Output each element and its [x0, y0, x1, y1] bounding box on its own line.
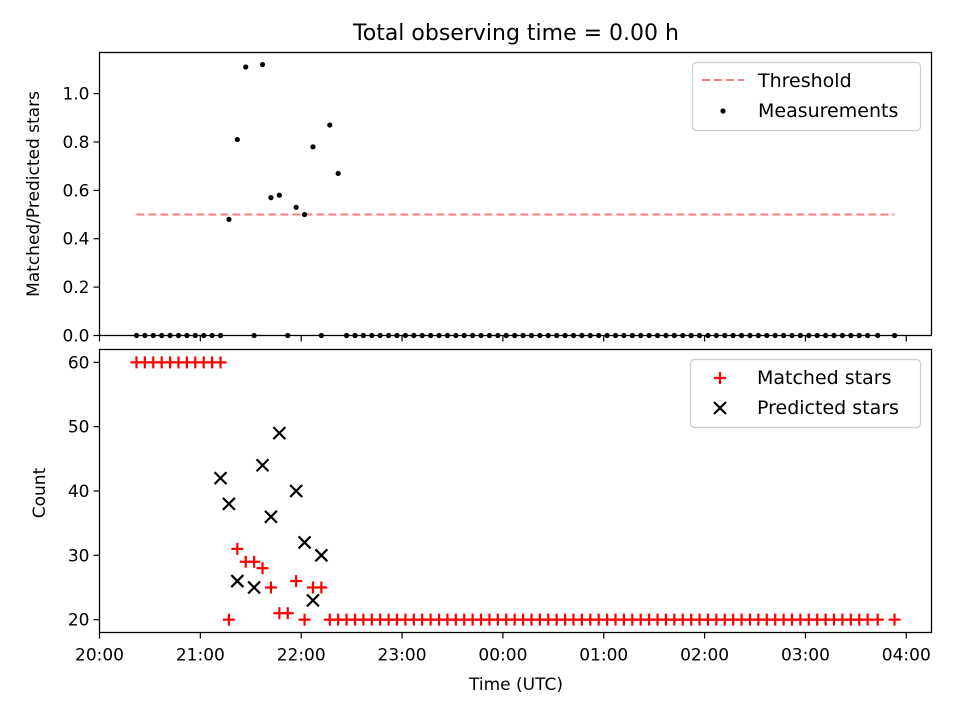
bottom-ytick-label-1: 30: [68, 546, 90, 566]
matched-star-point: [248, 555, 261, 568]
xtick-label-6: 02:00: [680, 646, 729, 666]
measurement-point: [268, 195, 274, 201]
top-ytick-label-3: 0.6: [62, 181, 89, 201]
predicted-star-point: [289, 484, 303, 498]
xtick-label-7: 03:00: [781, 646, 830, 666]
predicted-star-point: [306, 593, 320, 608]
legend-predicted-label: Predicted stars: [757, 397, 899, 419]
xtick-label-1: 21:00: [176, 646, 225, 666]
measurement-point: [327, 122, 333, 128]
matched-star-point: [264, 581, 277, 594]
legend-threshold-label: Threshold: [757, 70, 852, 92]
matched-star-point: [231, 542, 244, 555]
measurement-point: [310, 144, 316, 150]
legend-matched-swatch: [714, 372, 726, 384]
measurement-point: [335, 170, 341, 177]
measurement-point: [276, 192, 282, 198]
top-ytick-label-5: 1.0: [62, 85, 89, 105]
bottom-legend-frame: [689, 358, 922, 429]
measurement-point: [259, 61, 266, 68]
bottom-plot-marks: [130, 356, 901, 626]
bottom-panel: 20 30 40 50 60 20:00 21:00 22:00 23:00 00:00 01:00…: [30, 348, 933, 695]
top-ytick-label-4: 0.8: [62, 133, 89, 153]
predicted-star-point: [272, 426, 287, 440]
matched-star-point: [222, 613, 235, 626]
xtick-label-2: 22:00: [277, 646, 326, 666]
top-legend-frame: [691, 61, 922, 132]
bottom-legend: Matched stars Predicted stars: [689, 358, 922, 429]
measurement-point: [293, 204, 299, 210]
measurement-point: [226, 216, 232, 222]
top-ytick-label-1: 0.2: [62, 278, 89, 298]
matched-star-point: [281, 607, 294, 620]
top-axes-frame: [98, 51, 933, 337]
matched-star-point: [256, 562, 269, 575]
xtick-label-8: 04:00: [882, 646, 931, 666]
predicted-star-point: [255, 458, 270, 473]
bottom-ytick-label-4: 60: [68, 353, 90, 373]
matched-star-point: [315, 581, 328, 594]
predicted-star-point: [222, 497, 236, 511]
xtick-label-3: 23:00: [378, 646, 427, 666]
legend-predicted-swatch: [713, 401, 727, 415]
bottom-ytick-label-0: 20: [68, 611, 90, 631]
measurement-point: [234, 136, 240, 143]
top-ytick-label-0: 0.0: [62, 327, 89, 347]
top-panel: 0.0 0.2 0.4 0.6 0.8 1.0 Matched/Predicted sta…: [24, 51, 933, 347]
predicted-star-point: [230, 574, 245, 588]
bottom-axis-ticks: 20 30 40 50 60 20:00 21:00 22:00 23:00 00:00 01:00…: [68, 353, 931, 665]
bottom-ytick-label-3: 50: [68, 418, 90, 438]
matched-star-point: [298, 613, 311, 626]
bottom-ylabel: Count: [30, 467, 50, 518]
xtick-label-5: 01:00: [579, 646, 628, 666]
matched-star-point: [214, 356, 227, 369]
legend-measurements-swatch: [720, 108, 726, 114]
xlabel: Time (UTC): [468, 675, 563, 695]
top-ylabel: Matched/Predicted stars: [24, 91, 44, 297]
top-ytick-label-2: 0.4: [62, 230, 89, 250]
xtick-label-0: 20:00: [75, 646, 124, 666]
predicted-star-point: [213, 471, 228, 485]
matched-star-point: [861, 613, 874, 626]
predicted-star-point: [264, 509, 278, 524]
top-legend: Threshold Measurements: [691, 61, 922, 132]
matched-star-point: [290, 575, 303, 588]
figure-title: Total observing time = 0.00 h: [352, 21, 679, 46]
matched-star-point: [888, 613, 901, 626]
xtick-label-4: 00:00: [478, 646, 527, 666]
top-axis-ticks: 0.0 0.2 0.4 0.6 0.8 1.0: [62, 85, 907, 347]
matched-star-point: [871, 613, 884, 626]
predicted-star-point: [247, 580, 261, 595]
bottom-ytick-label-2: 40: [68, 482, 90, 502]
predicted-star-point: [297, 535, 312, 550]
legend-matched-label: Matched stars: [757, 367, 891, 389]
predicted-star-point: [314, 548, 329, 563]
measurement-point: [243, 64, 249, 70]
legend-measurements-label: Measurements: [758, 100, 898, 122]
measurement-point: [301, 211, 308, 218]
